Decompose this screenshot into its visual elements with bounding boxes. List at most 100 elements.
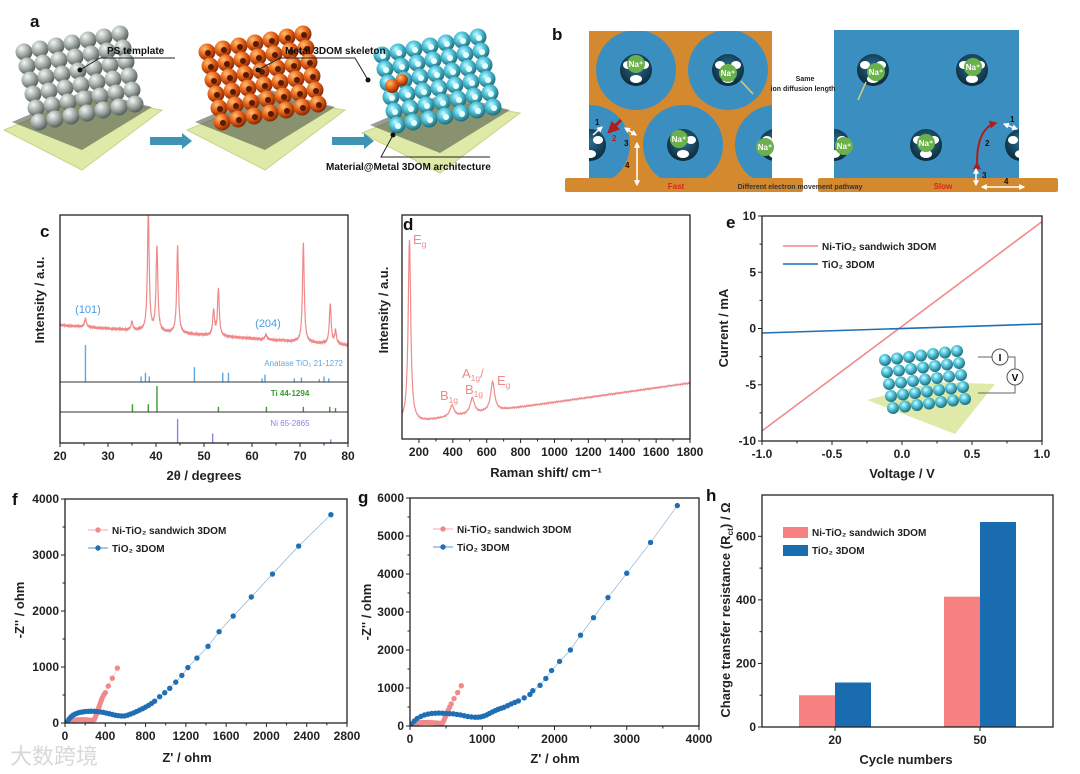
inset-sphere bbox=[883, 378, 895, 390]
sphere bbox=[50, 51, 68, 69]
sphere bbox=[66, 48, 84, 66]
plot-area bbox=[799, 522, 1016, 727]
x-tick-label: 800 bbox=[511, 445, 531, 459]
ion-label: Na⁺ bbox=[966, 63, 980, 72]
inset-sphere bbox=[897, 388, 909, 401]
x-tick-label: 70 bbox=[293, 449, 307, 463]
ion-sphere bbox=[917, 134, 935, 152]
process-arrow-icon bbox=[150, 133, 192, 149]
pore bbox=[424, 103, 430, 109]
data-point bbox=[448, 701, 454, 707]
data-point bbox=[590, 615, 597, 621]
pore bbox=[220, 120, 226, 126]
pore-opening bbox=[860, 61, 870, 69]
pore bbox=[488, 91, 494, 97]
pore bbox=[262, 83, 268, 89]
y-tick-label: 2000 bbox=[377, 643, 404, 657]
sphere bbox=[88, 73, 106, 91]
sphere bbox=[18, 57, 36, 75]
slow-label: Slow bbox=[934, 182, 953, 191]
ion-sphere bbox=[867, 63, 885, 81]
inset-sphere bbox=[903, 351, 915, 363]
legend-label: TiO₂ 3DOM bbox=[457, 543, 510, 554]
inset-sphere bbox=[947, 394, 959, 407]
x-tick-label: 80 bbox=[341, 449, 355, 463]
chart-e: -1.0 -0.5 0.0 0.5 1.0 -10 -5 0 5 10 Voltage / V Cur… bbox=[716, 209, 1051, 481]
diffusion-length-line bbox=[740, 80, 754, 95]
step-3-label: 3 bbox=[982, 171, 987, 180]
metal-skeleton-label: Metal 3DOM skeleton bbox=[285, 46, 386, 57]
plot-area bbox=[65, 511, 334, 723]
pore bbox=[396, 50, 402, 56]
sodium-ion: Na⁺ bbox=[756, 138, 774, 156]
pore-opening bbox=[577, 136, 587, 144]
spectrum-line bbox=[402, 239, 690, 421]
sphere bbox=[37, 68, 55, 86]
pore bbox=[249, 100, 255, 106]
chart-d: 200 400 600 800 1000 1200 1400 1600 1800 Raman sh… bbox=[376, 214, 704, 480]
leader-line bbox=[354, 57, 369, 81]
pore bbox=[469, 80, 475, 86]
y-tick-label: 4000 bbox=[32, 492, 59, 506]
pore bbox=[475, 108, 481, 114]
x-tick-label: 1200 bbox=[173, 729, 200, 743]
inset-sphere bbox=[905, 363, 917, 375]
data-point bbox=[515, 698, 522, 704]
chart-c: 20 30 40 50 60 70 80 2θ / degrees Intensity / a.… bbox=[32, 214, 355, 483]
y-tick-label: -10 bbox=[739, 434, 757, 448]
pore bbox=[233, 103, 239, 109]
x-tick-label: 1800 bbox=[677, 445, 704, 459]
bar bbox=[799, 695, 835, 727]
sphere bbox=[47, 37, 65, 55]
pore bbox=[237, 44, 243, 50]
pore-opening bbox=[686, 136, 696, 144]
ion-label: Na⁺ bbox=[721, 69, 735, 78]
pore bbox=[389, 95, 395, 101]
ion-label: Na⁺ bbox=[629, 60, 643, 69]
panel-label-f: f bbox=[12, 490, 18, 509]
data-point bbox=[577, 632, 584, 638]
raman-mode-label: B1g bbox=[440, 388, 458, 405]
y-tick-label: 200 bbox=[736, 656, 756, 670]
step-arrow-icon bbox=[972, 120, 998, 170]
y-tick-label: 10 bbox=[743, 209, 757, 223]
legend-label: Ni-TiO₂ sandwich 3DOM bbox=[812, 528, 926, 539]
step-2-label: 2 bbox=[985, 139, 990, 148]
legend-label: Ni-TiO₂ sandwich 3DOM bbox=[457, 525, 571, 536]
sphere bbox=[98, 42, 116, 60]
pore bbox=[284, 108, 290, 114]
sphere bbox=[43, 96, 61, 114]
architecture-cube bbox=[360, 28, 522, 174]
peak-index-label: (204) bbox=[255, 318, 281, 330]
pore bbox=[472, 94, 478, 100]
ion-diffusion-label: ion diffusion length bbox=[771, 86, 836, 93]
ion-label: Na⁺ bbox=[672, 135, 686, 144]
sphere bbox=[75, 90, 93, 108]
y-axis-label-suffix: ) / Ω bbox=[718, 502, 733, 528]
pore bbox=[294, 77, 300, 83]
inset-sphere bbox=[899, 400, 911, 413]
sphere bbox=[59, 93, 77, 111]
leader-dot bbox=[255, 67, 261, 73]
pore bbox=[275, 66, 281, 72]
pore-opening bbox=[630, 75, 642, 83]
x-tick-label: 40 bbox=[149, 449, 163, 463]
leader-line bbox=[380, 134, 490, 158]
y-tick-label: 3000 bbox=[32, 548, 59, 562]
plot-frame bbox=[761, 215, 1043, 442]
plot-frame bbox=[64, 498, 348, 724]
x-tick-label: 800 bbox=[136, 729, 156, 743]
ps-template-label: PS template bbox=[107, 46, 165, 57]
y-axis-label-subscript: ct bbox=[725, 528, 735, 536]
x-axis-label: Z' / ohm bbox=[530, 751, 579, 766]
ion-label: Na⁺ bbox=[758, 143, 772, 152]
x-tick-label: 50 bbox=[197, 449, 211, 463]
pore bbox=[421, 89, 427, 95]
pore-opening bbox=[1008, 136, 1018, 144]
pore bbox=[427, 117, 433, 123]
leader-dot bbox=[390, 132, 396, 138]
diffusion-length-line bbox=[857, 81, 867, 101]
x-tick-label: 1000 bbox=[541, 445, 568, 459]
x-tick-label: 0 bbox=[62, 729, 69, 743]
legend-swatch bbox=[783, 527, 808, 538]
